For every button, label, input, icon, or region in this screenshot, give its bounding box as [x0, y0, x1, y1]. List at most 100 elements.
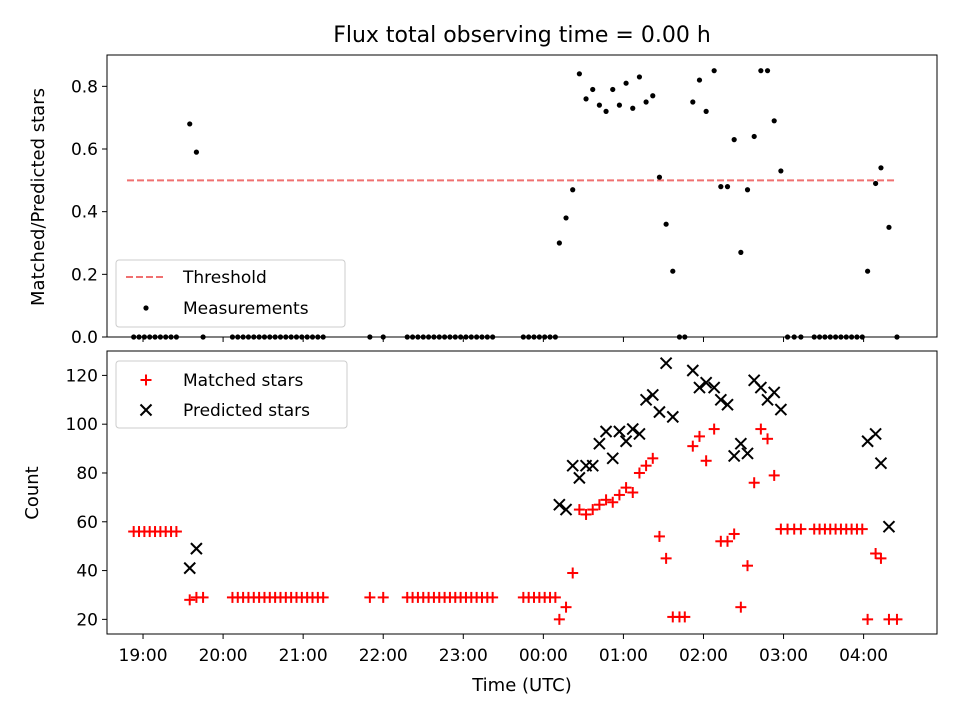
- legend-box: [115, 360, 348, 429]
- x-tick-label: 00:00: [519, 646, 568, 666]
- legend-threshold-label: Threshold: [182, 268, 267, 288]
- predicted-star-point: [699, 376, 713, 389]
- matched-star-point: [891, 613, 903, 625]
- predicted-star-point: [190, 542, 203, 555]
- top-y-axis-label: Matched/Predicted stars: [28, 88, 49, 306]
- matched-star-point: [607, 496, 619, 508]
- x-tick-label: 01:00: [599, 646, 648, 666]
- matched-star-point: [600, 494, 612, 506]
- predicted-star-point: [633, 427, 646, 441]
- measurement-point: [603, 108, 609, 114]
- predicted-star-point: [573, 471, 586, 485]
- matched-star-point: [549, 591, 561, 603]
- predicted-star-point: [566, 459, 579, 472]
- predicted-star-point: [586, 459, 599, 472]
- x-tick-label: 03:00: [759, 646, 808, 666]
- measurements-points: [131, 68, 900, 340]
- predicted-star-point: [869, 427, 882, 441]
- measurement-point: [636, 74, 643, 80]
- predicted-star-point: [882, 520, 896, 533]
- y-tick-label: 100: [66, 415, 98, 435]
- measurement-point: [630, 105, 636, 111]
- matched-star-point: [721, 535, 733, 547]
- matched-star-point: [660, 552, 672, 564]
- measurement-point: [718, 184, 724, 190]
- measurement-point: [556, 240, 562, 246]
- measurement-point: [643, 99, 649, 105]
- matched-star-point: [647, 452, 659, 464]
- x-tick-label: 19:00: [119, 646, 168, 666]
- predicted-star-point: [599, 425, 613, 438]
- x-tick-label: 02:00: [679, 646, 728, 666]
- matched-star-point: [587, 504, 599, 516]
- matched-star-point: [593, 499, 605, 511]
- measurement-point: [711, 68, 717, 74]
- predicted-star-point: [626, 422, 639, 436]
- matched-star-point: [567, 567, 579, 579]
- measurement-point: [563, 215, 569, 221]
- y-tick-label: 40: [76, 562, 98, 582]
- measurement-point: [778, 168, 784, 174]
- predicted-star-point: [734, 437, 748, 450]
- matched-star-point: [377, 591, 389, 603]
- matched-star-point: [633, 467, 645, 479]
- measurement-point: [696, 77, 703, 83]
- predicted-star-point: [754, 381, 768, 394]
- matched-star-point: [487, 591, 499, 603]
- predicted-star-point: [741, 447, 754, 460]
- predicted-star-point: [619, 435, 633, 448]
- measurement-point: [570, 187, 576, 193]
- measurement-point: [616, 102, 623, 108]
- matched-star-point: [627, 487, 639, 498]
- matched-star-point: [728, 528, 740, 540]
- flux-ratio-panel: Flux total observing time = 0.00 h 0.00.…: [28, 23, 938, 348]
- top-axes-frame: [106, 54, 938, 338]
- legend-measurements-swatch: [143, 305, 149, 311]
- y-tick-label: 80: [76, 464, 98, 484]
- predicted-star-point: [686, 364, 700, 377]
- matched-star-point: [693, 430, 705, 442]
- matched-star-point: [862, 613, 874, 625]
- star-count-panel: 20 40 60 80 100 120 19:00 20:00 21:00 22:00 23:00…: [22, 350, 938, 696]
- measurement-point: [703, 108, 709, 114]
- predicted-star-point: [874, 457, 888, 470]
- predicted-star-point: [646, 388, 659, 402]
- x-tick-label: 20:00: [199, 646, 248, 666]
- x-tick-label: 04:00: [839, 646, 888, 666]
- predicted-star-point: [774, 403, 788, 416]
- y-tick-label: 0.4: [71, 203, 98, 223]
- matched-star-point: [856, 523, 868, 535]
- matched-star-point: [748, 477, 760, 489]
- top-y-axis: 0.0 0.2 0.4 0.6 0.8: [71, 77, 865, 348]
- matched-star-point: [170, 526, 182, 538]
- legend-matched-label: Matched stars: [183, 371, 303, 391]
- matched-star-point: [317, 591, 329, 603]
- measurement-point: [738, 249, 744, 255]
- legend-measurements-label: Measurements: [183, 299, 309, 319]
- y-tick-label: 0.8: [71, 77, 98, 97]
- legend-predicted-swatch: [139, 403, 153, 417]
- legend-predicted-label: Predicted stars: [183, 401, 310, 421]
- bottom-y-axis-label: Count: [22, 466, 43, 519]
- measurement-point: [865, 268, 871, 274]
- y-tick-label: 0.2: [71, 265, 98, 285]
- predicted-star-point: [693, 381, 706, 394]
- measurement-point: [623, 80, 629, 86]
- count-points: [128, 356, 903, 625]
- matched-star-point: [580, 508, 592, 520]
- measurement-point: [878, 165, 884, 171]
- matched-star-point: [679, 611, 691, 623]
- matched-star-point: [768, 469, 780, 481]
- matched-star-point: [700, 455, 712, 467]
- measurement-point: [583, 96, 589, 102]
- measurement-point: [656, 174, 663, 180]
- measurement-point: [590, 86, 596, 93]
- predicted-star-point: [767, 386, 781, 399]
- y-tick-label: 0.6: [71, 140, 98, 160]
- measurement-point: [690, 99, 696, 105]
- matched-star-point: [573, 504, 585, 516]
- predicted-star-point: [659, 356, 673, 370]
- measurement-point: [576, 71, 582, 77]
- measurement-point: [758, 68, 764, 74]
- predicted-star-point: [606, 452, 619, 465]
